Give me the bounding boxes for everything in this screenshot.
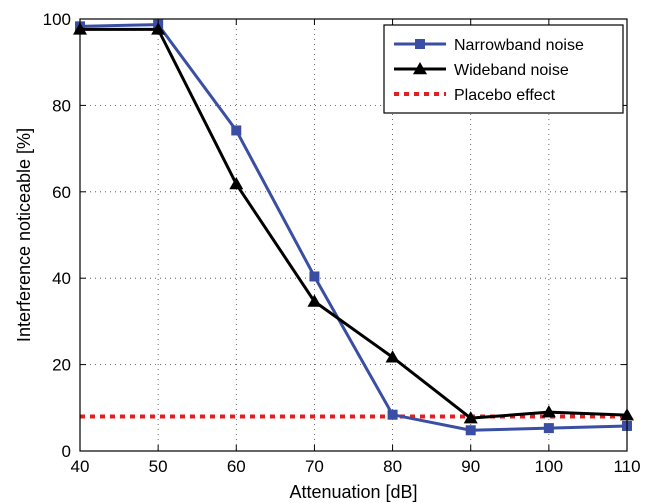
data-point-narrowband-noise	[543, 423, 554, 434]
y-tick-label: 80	[52, 96, 71, 115]
legend-label: Narrowband noise	[454, 37, 584, 54]
y-tick-label: 60	[52, 183, 71, 202]
legend-item-wideband-noise: Wideband noise	[394, 62, 569, 79]
x-tick-label: 50	[149, 457, 168, 476]
data-point-wideband-noise	[151, 22, 166, 35]
data-point-wideband-noise	[385, 350, 400, 363]
y-tick-label: 0	[62, 442, 71, 461]
data-point-narrowband-noise	[387, 409, 398, 420]
data-point-narrowband-noise	[465, 425, 476, 436]
x-axis-label: Attenuation [dB]	[289, 482, 417, 502]
y-axis-label: Interference noticeable [%]	[14, 128, 34, 342]
axis-ticks	[79, 18, 628, 452]
data-point-wideband-noise	[541, 405, 556, 418]
x-tick-label: 60	[227, 457, 246, 476]
data-point-narrowband-noise	[309, 271, 320, 282]
data-point-wideband-noise	[307, 294, 322, 307]
legend-marker	[415, 39, 425, 49]
data-point-wideband-noise	[229, 177, 244, 190]
series-line-wideband-noise	[80, 27, 628, 420]
legend-label: Wideband noise	[454, 62, 569, 79]
data-point-narrowband-noise	[231, 125, 242, 136]
tick-labels: 40 50 60 70 80 90 100 110 0 20 40 60 80 100	[43, 10, 641, 476]
legend-marker	[413, 62, 427, 75]
series-wideband-noise	[73, 22, 634, 424]
x-tick-label: 90	[461, 457, 480, 476]
legend: Narrowband noise Wideband noise Placebo ef…	[383, 24, 624, 114]
x-tick-label: 40	[71, 457, 90, 476]
series-line-narrowband-noise	[79, 23, 628, 432]
y-tick-label: 100	[43, 10, 71, 29]
data-point-wideband-noise	[463, 411, 478, 424]
x-tick-label: 100	[535, 457, 563, 476]
legend-label: Placebo effect	[454, 87, 556, 104]
legend-item-placebo-effect: Placebo effect	[394, 87, 556, 104]
y-tick-label: 20	[52, 356, 71, 375]
x-tick-label: 110	[613, 457, 640, 476]
legend-item-narrowband-noise: Narrowband noise	[394, 37, 584, 54]
y-tick-label: 40	[52, 269, 71, 288]
plot-frame	[79, 18, 628, 452]
series-layer	[73, 19, 634, 436]
x-tick-label: 70	[305, 457, 324, 476]
x-tick-label: 80	[383, 457, 402, 476]
